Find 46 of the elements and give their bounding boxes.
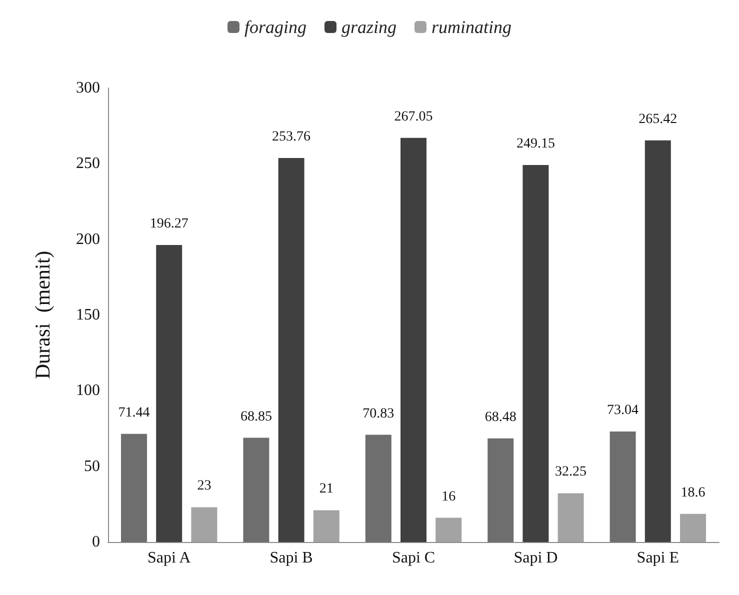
data-label: 73.04 <box>607 402 639 418</box>
data-label: 253.76 <box>272 129 311 144</box>
data-label: 267.05 <box>394 109 433 124</box>
legend-label: foraging <box>244 17 307 37</box>
legend-label: grazing <box>341 17 397 37</box>
x-tick-label: Sapi E <box>636 550 680 566</box>
bar <box>156 244 182 542</box>
data-label: 196.27 <box>150 216 188 232</box>
bar <box>558 493 584 542</box>
bar <box>278 158 304 542</box>
bar <box>644 140 671 542</box>
data-label: 68.85 <box>240 409 272 424</box>
data-label: 18.6 <box>680 485 706 500</box>
bar <box>121 434 147 542</box>
y-tick-label: 250 <box>76 155 100 172</box>
y-tick-label: 100 <box>76 382 100 400</box>
bar <box>191 507 218 542</box>
x-tick-label: Sapi B <box>270 550 313 566</box>
y-tick-label: 200 <box>76 230 100 248</box>
bar <box>313 510 340 542</box>
bar <box>436 518 462 542</box>
data-label: 249.15 <box>516 136 555 152</box>
x-tick-label: Sapi A <box>148 550 192 566</box>
bar <box>488 438 514 542</box>
data-label: 16 <box>442 489 456 504</box>
data-label: 23 <box>197 478 212 494</box>
data-label: 71.44 <box>118 405 150 420</box>
bar <box>365 434 392 542</box>
data-label: 70.83 <box>362 406 394 422</box>
data-label: 32.25 <box>555 464 587 480</box>
legend-label: ruminating <box>432 17 512 37</box>
y-tick-label: 300 <box>76 80 100 96</box>
y-tick-label: 150 <box>76 306 100 324</box>
y-axis-title: Durasi (menit) <box>30 250 54 380</box>
bar <box>400 138 426 542</box>
y-tick-label: 0 <box>92 534 100 550</box>
bar <box>522 164 549 542</box>
x-tick-label: Sapi C <box>392 550 436 566</box>
y-tick-label: 50 <box>84 458 100 475</box>
data-label: 21 <box>319 482 334 497</box>
bar <box>243 438 270 542</box>
data-label: 68.48 <box>484 410 516 425</box>
x-tick-label: Sapi D <box>514 550 558 566</box>
bar <box>680 514 706 542</box>
bar <box>610 431 636 542</box>
data-label: 265.42 <box>638 112 678 127</box>
